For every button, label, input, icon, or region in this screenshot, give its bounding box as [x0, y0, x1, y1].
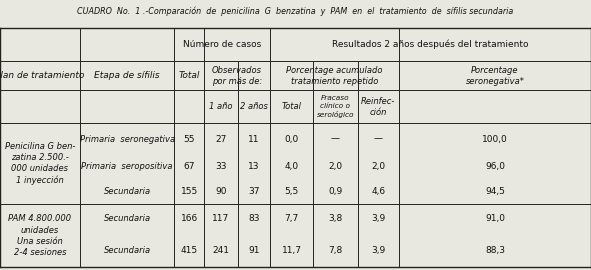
Text: 100,0: 100,0 — [482, 134, 508, 144]
Text: 155: 155 — [180, 187, 198, 195]
Text: Número de casos: Número de casos — [183, 40, 261, 49]
Text: Resultados 2 años después del tratamiento: Resultados 2 años después del tratamient… — [332, 40, 529, 49]
Text: 91,0: 91,0 — [485, 214, 505, 223]
Text: 27: 27 — [215, 134, 226, 144]
Text: Porcentage acumulado
tratamiento repetido: Porcentage acumulado tratamiento repetid… — [286, 66, 383, 86]
Text: 3,8: 3,8 — [328, 214, 343, 223]
Text: 13: 13 — [248, 162, 259, 171]
Text: —: — — [374, 134, 383, 144]
Text: 90: 90 — [215, 187, 226, 195]
Text: Observados
por más de:: Observados por más de: — [212, 66, 262, 86]
Text: Penicilina G ben-
zatina 2.500.-
000 unidades
1 inyección: Penicilina G ben- zatina 2.500.- 000 uni… — [5, 142, 75, 185]
Text: Total: Total — [282, 102, 301, 111]
Text: 4,6: 4,6 — [371, 187, 385, 195]
Text: 415: 415 — [181, 246, 197, 255]
Text: 1 año: 1 año — [209, 102, 232, 111]
Text: Secundaria: Secundaria — [103, 246, 151, 255]
Text: 2 años: 2 años — [240, 102, 268, 111]
Text: 7,7: 7,7 — [284, 214, 299, 223]
Text: 94,5: 94,5 — [485, 187, 505, 195]
Text: 0,9: 0,9 — [328, 187, 343, 195]
Text: 88,3: 88,3 — [485, 246, 505, 255]
Text: Secundaria: Secundaria — [103, 214, 151, 223]
Text: 67: 67 — [183, 162, 195, 171]
Text: 241: 241 — [212, 246, 229, 255]
Text: 3,9: 3,9 — [371, 214, 385, 223]
Text: Primaria  seronegativa: Primaria seronegativa — [80, 134, 174, 144]
Text: 37: 37 — [248, 187, 259, 195]
Text: 55: 55 — [183, 134, 195, 144]
Text: 0,0: 0,0 — [284, 134, 299, 144]
Text: Primaria  seropositiva: Primaria seropositiva — [82, 162, 173, 171]
Text: CUADRO  No.  1 .-Comparación  de  penicilina  G  benzatina  y  PAM  en  el  trat: CUADRO No. 1 .-Comparación de penicilina… — [77, 7, 514, 16]
Text: Etapa de sífilis: Etapa de sífilis — [94, 71, 160, 80]
Text: Secundaria: Secundaria — [103, 187, 151, 195]
Text: Plan de tratamiento: Plan de tratamiento — [0, 71, 85, 80]
Text: 4,0: 4,0 — [285, 162, 298, 171]
Text: 11: 11 — [248, 134, 259, 144]
Text: 33: 33 — [215, 162, 226, 171]
Text: 166: 166 — [180, 214, 198, 223]
Text: Total: Total — [178, 71, 200, 80]
Text: 117: 117 — [212, 214, 229, 223]
Text: Reinfec-
ción: Reinfec- ción — [361, 97, 395, 117]
Text: 5,5: 5,5 — [284, 187, 299, 195]
Text: 96,0: 96,0 — [485, 162, 505, 171]
Text: Porcentage
seronegativa*: Porcentage seronegativa* — [466, 66, 524, 86]
Text: 83: 83 — [248, 214, 259, 223]
Text: 91: 91 — [248, 246, 259, 255]
Text: 2,0: 2,0 — [371, 162, 385, 171]
Text: 7,8: 7,8 — [328, 246, 343, 255]
Text: PAM 4.800.000
unidades
Una sesión
2-4 sesiones: PAM 4.800.000 unidades Una sesión 2-4 se… — [8, 214, 72, 257]
Text: —: — — [331, 134, 340, 144]
Text: 3,9: 3,9 — [371, 246, 385, 255]
Text: 11,7: 11,7 — [282, 246, 301, 255]
Text: Fracaso
clínico o
serológico: Fracaso clínico o serológico — [317, 96, 354, 118]
Text: 2,0: 2,0 — [329, 162, 342, 171]
